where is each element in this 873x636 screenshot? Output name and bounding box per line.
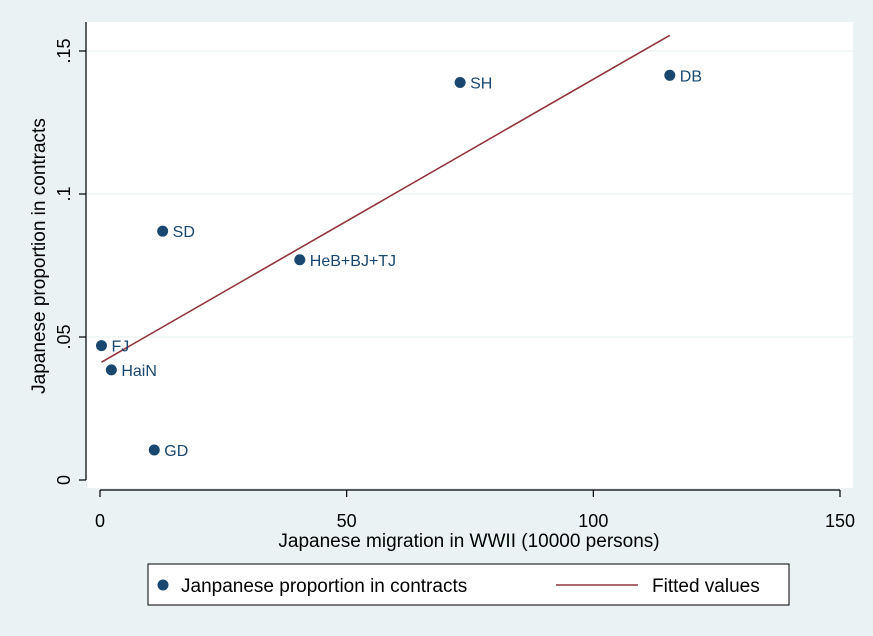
y-tick-label: .15 bbox=[54, 38, 74, 63]
point-label: FJ bbox=[111, 339, 129, 356]
fitted-line-layer bbox=[101, 34, 671, 363]
point-label: HeB+BJ+TJ bbox=[310, 253, 396, 270]
point-label: SH bbox=[470, 75, 492, 92]
point-label: DB bbox=[680, 68, 702, 85]
y-tick-label: .05 bbox=[54, 324, 74, 349]
x-axis-ticks: 0 50 100 150 bbox=[95, 490, 855, 531]
x-tick-label: 0 bbox=[95, 511, 105, 531]
point-label: SD bbox=[173, 224, 195, 241]
point-label: HaiN bbox=[121, 363, 157, 380]
data-point-heb-bj-tj bbox=[294, 254, 306, 266]
x-tick-label: 150 bbox=[825, 511, 855, 531]
x-axis-title: Japanese migration in WWII (10000 person… bbox=[278, 531, 659, 552]
points-layer: FJ HaiN GD SD HeB+BJ+TJ SH DB bbox=[95, 68, 702, 460]
grid-lines bbox=[87, 50, 853, 338]
data-point-hain bbox=[105, 364, 117, 376]
legend-box bbox=[147, 563, 790, 606]
data-point-gd bbox=[148, 444, 160, 456]
y-tick-label: .1 bbox=[54, 186, 74, 201]
legend: Janpanese proportion in contracts Fitted… bbox=[147, 563, 790, 606]
data-point-fj bbox=[95, 340, 107, 352]
legend-label-fitted: Fitted values bbox=[652, 576, 760, 597]
x-tick-label: 100 bbox=[578, 511, 608, 531]
x-tick-label: 50 bbox=[337, 511, 357, 531]
plot-area bbox=[87, 22, 853, 488]
fitted-line bbox=[101, 34, 671, 363]
legend-label-scatter: Janpanese proportion in contracts bbox=[181, 576, 467, 597]
data-point-sd bbox=[157, 225, 169, 237]
y-tick-label: 0 bbox=[54, 475, 74, 485]
data-point-sh bbox=[454, 76, 466, 88]
point-label: GD bbox=[164, 443, 188, 460]
y-axis-title: Japanese proportion in contracts bbox=[29, 118, 50, 394]
axes bbox=[85, 22, 840, 491]
y-axis-ticks: 0 .05 .1 .15 bbox=[54, 38, 86, 485]
data-point-db bbox=[664, 69, 676, 81]
legend-marker-scatter bbox=[157, 579, 169, 591]
